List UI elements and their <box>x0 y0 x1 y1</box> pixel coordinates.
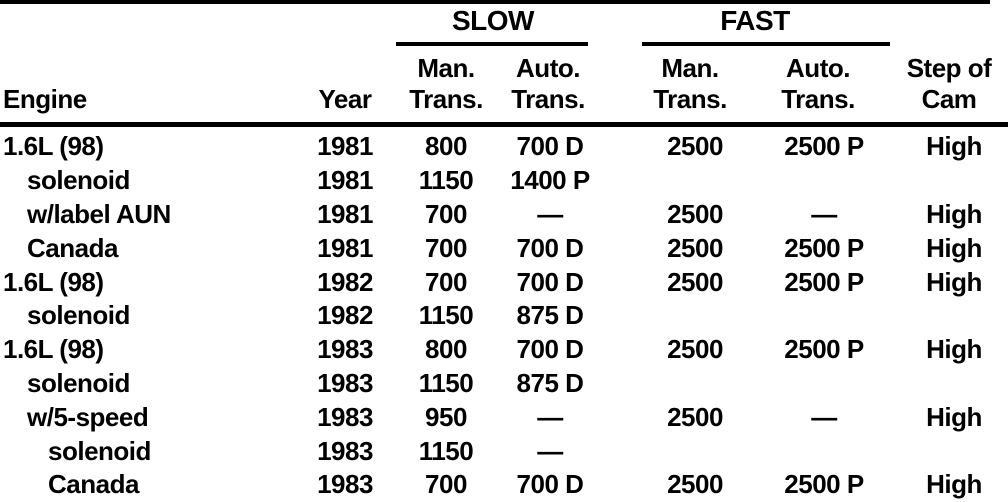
header-fast-auto-trans: Auto. Trans. <box>781 53 855 114</box>
step-cell: High <box>926 131 982 162</box>
top-border-rule <box>0 0 990 4</box>
slow-man-cell: 700 <box>425 469 467 500</box>
slow-auto-cell: — <box>537 435 563 466</box>
engine-cell: 1.6L (98) <box>3 131 104 162</box>
year-cell: 1981 <box>317 165 373 196</box>
header-slow-auto-trans: Auto. Trans. <box>511 53 585 114</box>
slow-man-cell: 700 <box>425 266 467 297</box>
year-cell: 1982 <box>317 266 373 297</box>
year-cell: 1981 <box>317 232 373 263</box>
slow-man-cell: 950 <box>425 401 467 432</box>
fast-man-cell: 2500 <box>667 131 723 162</box>
slow-man-cell: 1150 <box>418 435 474 466</box>
table-row: 1.6L (98) 1983 800 700 D 2500 2500 P Hig… <box>0 333 1008 367</box>
slow-auto-cell: 700 D <box>516 131 584 162</box>
engine-cell: Canada <box>27 232 118 263</box>
slow-auto-cell: 875 D <box>516 300 584 331</box>
year-cell: 1981 <box>317 198 373 229</box>
slow-auto-cell: 875 D <box>516 367 584 398</box>
column-group-slow: SLOW <box>452 5 535 36</box>
engine-cell: solenoid <box>27 367 130 398</box>
fast-auto-cell: — <box>811 401 837 432</box>
slow-group-underline <box>396 42 588 46</box>
step-cell: High <box>926 334 982 365</box>
table-row: Canada 1981 700 700 D 2500 2500 P High <box>0 231 1008 265</box>
slow-auto-cell: — <box>537 198 563 229</box>
table-row: solenoid 1982 1150 875 D <box>0 299 1008 333</box>
table-row: solenoid 1983 1150 875 D <box>0 367 1008 401</box>
slow-auto-cell: — <box>537 401 563 432</box>
engine-cell: Canada <box>48 469 139 500</box>
slow-man-cell: 1150 <box>418 165 474 196</box>
engine-cell: w/label AUN <box>27 198 171 229</box>
slow-man-cell: 700 <box>425 198 467 229</box>
slow-auto-cell: 700 D <box>516 266 584 297</box>
engine-cell: 1.6L (98) <box>3 334 104 365</box>
year-cell: 1981 <box>317 131 373 162</box>
engine-cell: w/5-speed <box>27 401 149 432</box>
table-row: w/5-speed 1983 950 — 2500 — High <box>0 400 1008 434</box>
slow-auto-cell: 700 D <box>516 232 584 263</box>
header-year: Year <box>318 84 372 114</box>
fast-auto-cell: 2500 P <box>784 266 864 297</box>
fast-auto-cell: 2500 P <box>784 232 864 263</box>
fast-auto-cell: 2500 P <box>784 334 864 365</box>
fast-man-cell: 2500 <box>667 469 723 500</box>
table-row: Canada 1983 700 700 D 2500 2500 P High <box>0 468 1008 502</box>
year-cell: 1983 <box>317 401 373 432</box>
column-group-fast: FAST <box>720 5 790 36</box>
fast-man-cell: 2500 <box>667 198 723 229</box>
fast-auto-cell: — <box>811 198 837 229</box>
slow-man-cell: 1150 <box>418 300 474 331</box>
header-slow-man-trans: Man. Trans. <box>409 53 483 114</box>
fast-man-cell: 2500 <box>667 334 723 365</box>
table-body: 1.6L (98) 1981 800 700 D 2500 2500 P Hig… <box>0 130 1008 502</box>
slow-auto-cell: 700 D <box>516 334 584 365</box>
slow-auto-cell: 700 D <box>516 469 584 500</box>
fast-man-cell: 2500 <box>667 266 723 297</box>
engine-cell: solenoid <box>27 165 130 196</box>
fast-man-cell: 2500 <box>667 232 723 263</box>
fast-auto-cell: 2500 P <box>784 469 864 500</box>
slow-man-cell: 1150 <box>418 367 474 398</box>
step-cell: High <box>926 266 982 297</box>
header-fast-man-trans: Man. Trans. <box>653 53 727 114</box>
table-row: solenoid 1983 1150 — <box>0 434 1008 468</box>
engine-cell: solenoid <box>48 435 151 466</box>
table-row: solenoid 1981 1150 1400 P <box>0 164 1008 198</box>
table-row: 1.6L (98) 1982 700 700 D 2500 2500 P Hig… <box>0 265 1008 299</box>
slow-man-cell: 800 <box>425 334 467 365</box>
table-row: 1.6L (98) 1981 800 700 D 2500 2500 P Hig… <box>0 130 1008 164</box>
slow-man-cell: 800 <box>425 131 467 162</box>
slow-auto-cell: 1400 P <box>510 165 590 196</box>
step-cell: High <box>926 401 982 432</box>
step-cell: High <box>926 198 982 229</box>
table-row: w/label AUN 1981 700 — 2500 — High <box>0 198 1008 232</box>
year-cell: 1983 <box>317 469 373 500</box>
year-cell: 1983 <box>317 334 373 365</box>
header-engine: Engine <box>3 84 87 114</box>
year-cell: 1983 <box>317 367 373 398</box>
engine-cell: solenoid <box>27 300 130 331</box>
step-cell: High <box>926 469 982 500</box>
year-cell: 1983 <box>317 435 373 466</box>
fast-group-underline <box>642 42 890 46</box>
header-step-of-cam: Step of Cam <box>906 53 992 114</box>
year-cell: 1982 <box>317 300 373 331</box>
slow-man-cell: 700 <box>425 232 467 263</box>
header-divider-rule <box>0 122 1008 127</box>
fast-man-cell: 2500 <box>667 401 723 432</box>
fast-auto-cell: 2500 P <box>784 131 864 162</box>
step-cell: High <box>926 232 982 263</box>
engine-cell: 1.6L (98) <box>3 266 104 297</box>
